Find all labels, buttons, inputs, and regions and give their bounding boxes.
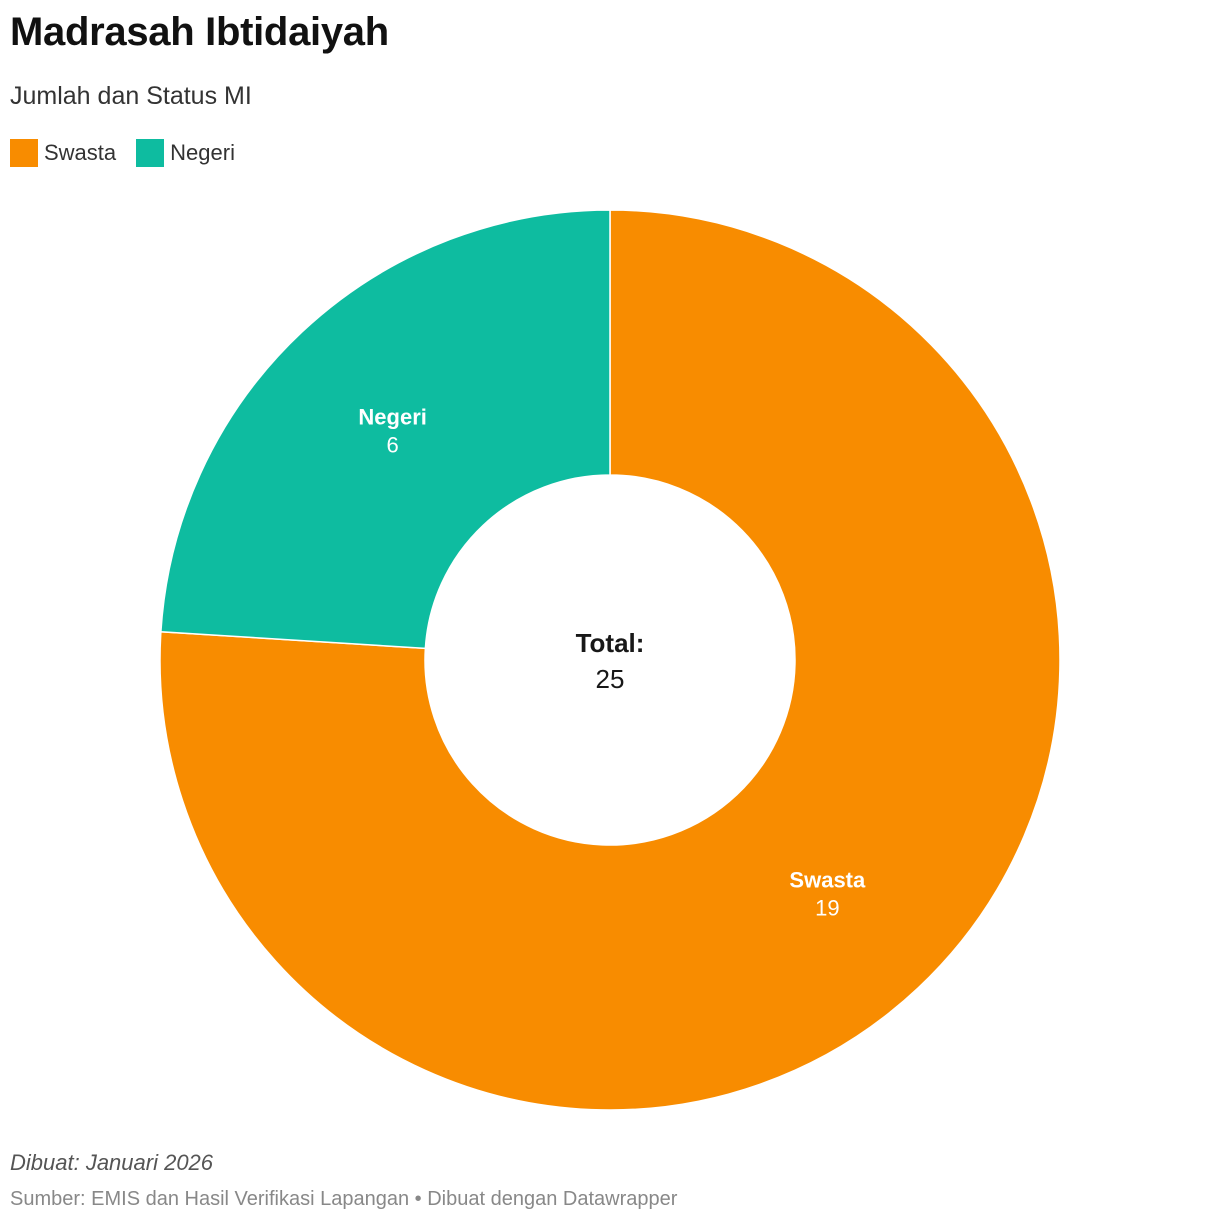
center-total-value: 25 bbox=[596, 664, 625, 694]
source-line: Sumber: EMIS dan Hasil Verifikasi Lapang… bbox=[10, 1188, 678, 1210]
legend-label-swasta: Swasta bbox=[44, 140, 117, 165]
donut-slices bbox=[159, 209, 1061, 1111]
chart-subtitle: Jumlah dan Status MI bbox=[10, 82, 252, 110]
chart-title: Madrasah Ibtidaiyah bbox=[10, 10, 389, 54]
slice-swasta bbox=[159, 209, 1061, 1111]
center-total-label: Total: bbox=[576, 628, 645, 658]
slice-value-swasta: 19 bbox=[815, 895, 839, 920]
created-note: Dibuat: Januari 2026 bbox=[10, 1150, 214, 1175]
slice-label-swasta: Swasta bbox=[789, 867, 866, 892]
legend-swatch-swasta bbox=[10, 139, 38, 167]
donut-chart: Swasta 19 Negeri 6 Total: 25 bbox=[159, 209, 1061, 1111]
slice-label-negeri: Negeri bbox=[358, 405, 426, 430]
legend-swatch-negeri bbox=[136, 139, 165, 167]
legend: Swasta Negeri bbox=[10, 138, 255, 168]
donut-slice-labels: Swasta 19 Negeri 6 bbox=[358, 405, 866, 921]
slice-value-negeri: 6 bbox=[387, 433, 399, 458]
legend-label-negeri: Negeri bbox=[170, 140, 235, 165]
legend-item-swasta: Swasta bbox=[10, 139, 116, 167]
slice-negeri bbox=[160, 209, 611, 650]
legend-item-negeri: Negeri bbox=[136, 139, 235, 167]
